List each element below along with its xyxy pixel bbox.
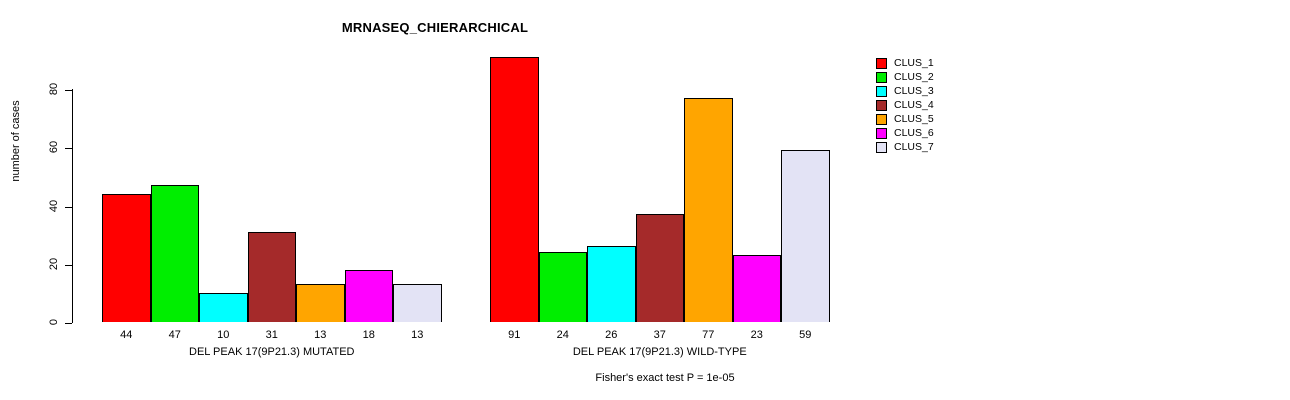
y-axis-tick [65,323,72,324]
bar-value-labels: 44 47 10 31 13 18 13 [102,329,442,341]
bar[interactable] [635,214,684,322]
statistical-test-note: Fisher's exact test P = 1e-05 [595,372,735,384]
bar-value-label: 13 [314,329,327,341]
bar-value-label: 24 [556,329,569,341]
legend-item[interactable]: CLUS_4 [876,98,934,112]
bar-group [102,42,442,322]
y-axis-tick-label: 80 [48,82,60,96]
chart-panel: 91 24 26 37 77 23 59 DEL PEAK 17(9P21.3) WILD-T… [490,0,830,400]
bar-value-label: 31 [265,329,278,341]
bar-value-label: 47 [168,329,181,341]
bar-value-label: 77 [702,329,715,341]
bar[interactable] [344,269,393,322]
legend-color-swatch [876,71,887,83]
legend-item[interactable]: CLUS_2 [876,70,934,84]
bar[interactable] [247,231,296,322]
bar-value-label: 91 [508,329,521,341]
bar-value-label: 23 [750,329,763,341]
y-axis-line [72,89,73,323]
x-axis-label: DEL PEAK 17(9P21.3) WILD-TYPE [572,346,747,358]
y-axis-tick [65,206,72,208]
bar-value-label: 37 [653,329,666,341]
y-axis-tick-label: 40 [48,199,60,212]
legend-item-label: CLUS_5 [894,112,934,125]
bar[interactable] [296,284,345,322]
legend-item-label: CLUS_7 [894,140,934,153]
y-axis-tick-label: 0 [48,318,60,326]
legend-item[interactable]: CLUS_6 [876,126,934,140]
y-axis-tick [65,264,72,266]
bar-value-label: 59 [799,329,812,341]
y-axis-tick [65,148,72,150]
chart-legend: CLUS_1 CLUS_2 CLUS_3 CLUS_4 CLUS_5 CLUS_6 CLUS… [876,56,934,154]
x-axis-label: DEL PEAK 17(9P21.3) MUTATED [189,346,355,358]
y-axis-label: number of cases [10,100,22,182]
legend-item-label: CLUS_6 [894,126,934,139]
legend-color-swatch [876,85,887,97]
bar[interactable] [393,284,442,322]
bar-value-label: 26 [605,329,618,341]
bar-value-label: 18 [362,329,375,341]
bar-value-labels: 91 24 26 37 77 23 59 [490,329,830,341]
bar[interactable] [684,97,733,322]
legend-color-swatch [876,99,887,111]
bar-group [490,42,830,322]
bar[interactable] [781,150,830,322]
bar[interactable] [490,56,539,322]
bar[interactable] [199,292,248,322]
bar-value-label: 44 [120,329,133,341]
legend-item-label: CLUS_2 [894,70,934,83]
bar[interactable] [732,255,781,322]
bar[interactable] [587,246,636,322]
bar[interactable] [538,252,587,322]
bar[interactable] [102,193,151,322]
legend-item[interactable]: CLUS_1 [876,56,934,70]
legend-item-label: CLUS_1 [894,56,934,69]
y-axis-tick-label: 60 [48,141,60,154]
legend-item[interactable]: CLUS_3 [876,84,934,98]
legend-color-swatch [876,113,887,125]
legend-color-swatch [876,57,887,69]
legend-item[interactable]: CLUS_7 [876,140,934,154]
page-title: MRNASEQ_CHIERARCHICAL [341,20,529,35]
y-axis-tick-label: 20 [48,257,60,270]
legend-item-label: CLUS_3 [894,84,934,97]
bar[interactable] [150,185,199,322]
y-axis-tick [65,90,72,91]
legend-item-label: CLUS_4 [894,98,934,111]
legend-item[interactable]: CLUS_5 [876,112,934,126]
legend-color-swatch [876,127,887,139]
chart-panel: 44 47 10 31 13 18 13 DEL PEAK 17(9P21.3) MUTATE… [102,0,442,400]
bar-value-label: 13 [411,329,424,341]
bar-value-label: 10 [217,329,230,341]
legend-color-swatch [876,141,887,153]
